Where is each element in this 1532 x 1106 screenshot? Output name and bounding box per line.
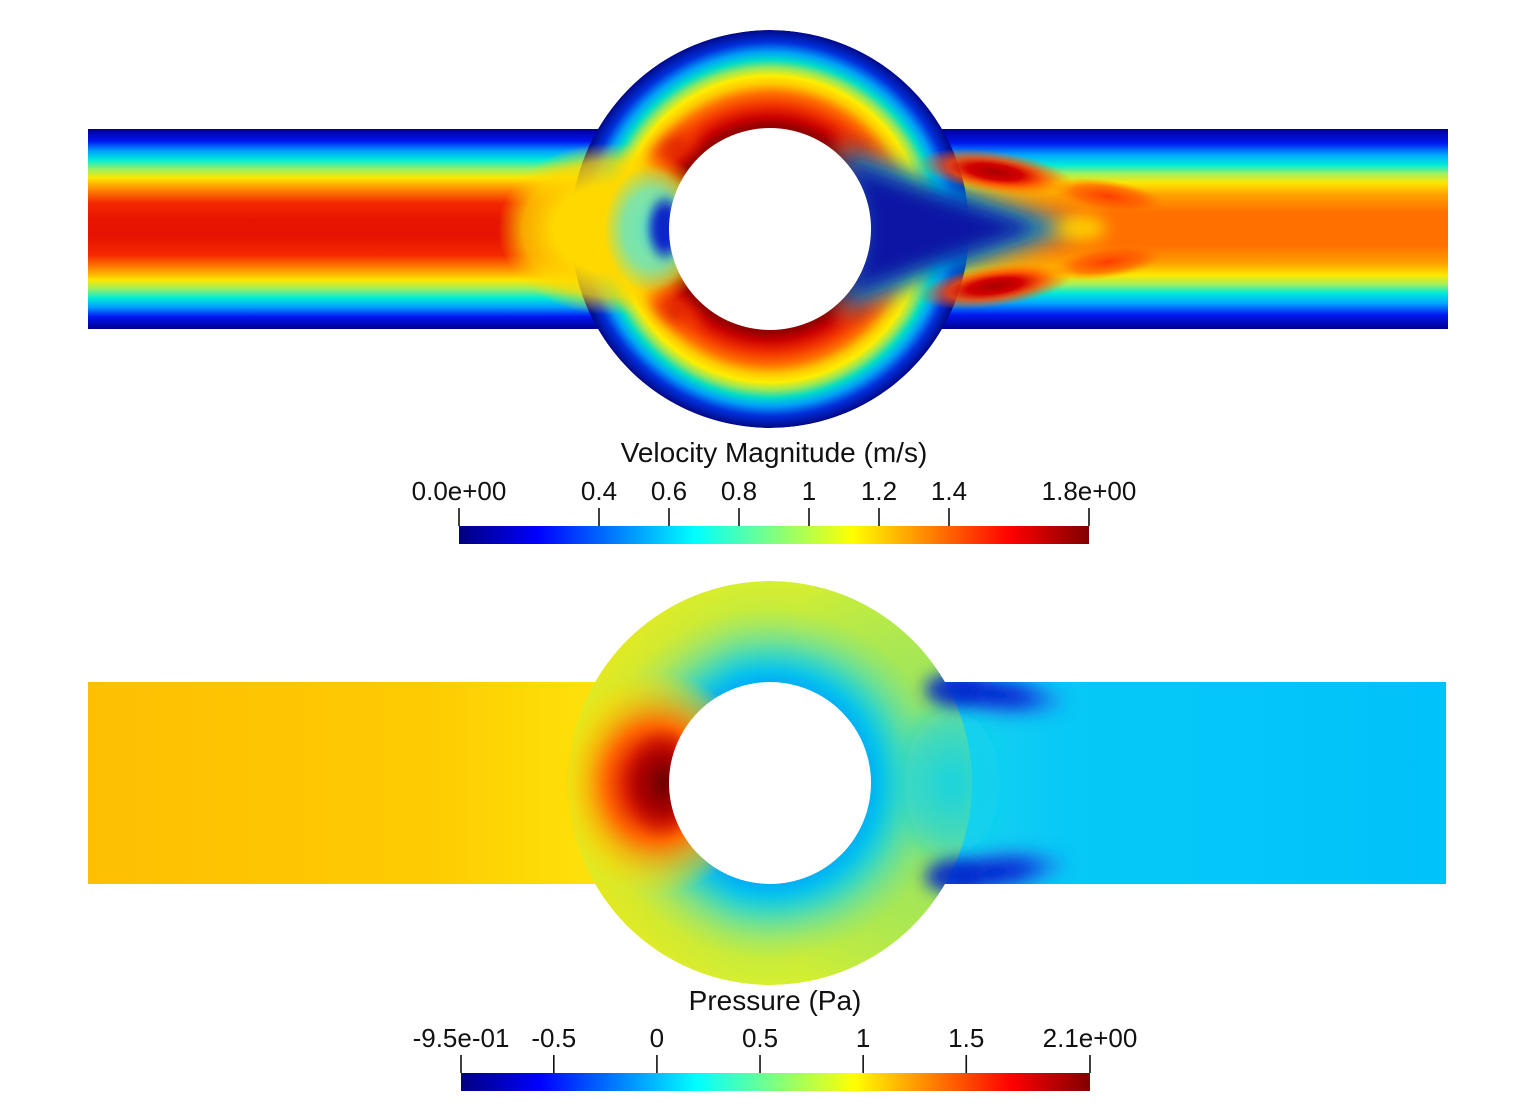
- velocity-colorbar-gradient: [459, 526, 1089, 544]
- colorbar-tick-label: 1: [802, 476, 816, 506]
- velocity-field-view: [88, 30, 1448, 428]
- cylinder-obstacle-pressure: [669, 682, 871, 884]
- pressure-corner-min-top-core: [926, 675, 982, 705]
- colorbar-tick-label: 0.6: [651, 476, 687, 506]
- velocity-entry-jet-top: [917, 148, 1073, 196]
- pressure-wake-cyan: [892, 691, 1012, 875]
- pressure-corner-min-bottom-core: [926, 861, 982, 891]
- colorbar-tick-label: -0.5: [531, 1023, 576, 1053]
- velocity-wake-tip: [1058, 215, 1106, 241]
- velocity-jet-max-lower-left: [648, 291, 702, 331]
- colorbar-tick-label: 0.0e+00: [412, 476, 507, 506]
- colorbar-tick-label: 1: [856, 1023, 870, 1053]
- colorbar-tick-label: 1.4: [931, 476, 967, 506]
- velocity-jet-max-upper-left: [648, 127, 702, 167]
- pressure-colorbar-gradient: [461, 1073, 1090, 1091]
- velocity-colorbar-title: Velocity Magnitude (m/s): [621, 437, 928, 468]
- colorbar-tick-label: 0.5: [742, 1023, 778, 1053]
- colorbar-tick-label: 1.8e+00: [1042, 476, 1137, 506]
- cylinder-obstacle-velocity: [669, 128, 871, 330]
- velocity-entry-jet-top-decay: [1050, 177, 1166, 215]
- velocity-wake: [842, 160, 1048, 298]
- colorbar-tick-label: 2.1e+00: [1043, 1023, 1138, 1053]
- pressure-colorbar-title: Pressure (Pa): [689, 985, 862, 1016]
- colorbar-tick-label: 0: [650, 1023, 664, 1053]
- velocity-entry-jet-bottom: [917, 262, 1073, 310]
- pressure-colorbar: -9.5e-01 -0.5 0 0.5 1 1.5 2.1e+00: [413, 1023, 1138, 1091]
- velocity-colorbar: 0.0e+00 0.4 0.6 0.8 1 1.2 1.4 1.8e+00: [412, 476, 1137, 544]
- velocity-entry-jet-bottom-decay: [1050, 243, 1166, 281]
- colorbar-tick-label: 1.2: [861, 476, 897, 506]
- colorbar-tick-label: 0.8: [721, 476, 757, 506]
- colorbar-tick-label: 1.5: [948, 1023, 984, 1053]
- colorbar-tick-label: -9.5e-01: [413, 1023, 510, 1053]
- pressure-field-view: [88, 581, 1446, 985]
- colorbar-tick-label: 0.4: [581, 476, 617, 506]
